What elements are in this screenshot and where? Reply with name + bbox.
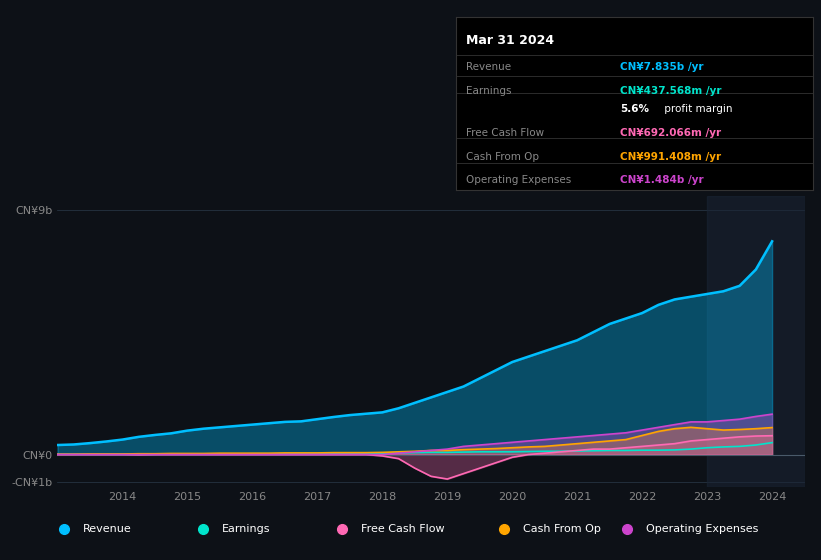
Text: Cash From Op: Cash From Op bbox=[466, 152, 539, 162]
Text: Earnings: Earnings bbox=[466, 86, 511, 96]
Text: CN¥437.568m /yr: CN¥437.568m /yr bbox=[620, 86, 722, 96]
Text: Free Cash Flow: Free Cash Flow bbox=[361, 524, 444, 534]
Text: Revenue: Revenue bbox=[83, 524, 131, 534]
Text: CN¥991.408m /yr: CN¥991.408m /yr bbox=[620, 152, 721, 162]
Text: 5.6%: 5.6% bbox=[620, 104, 649, 114]
Text: Operating Expenses: Operating Expenses bbox=[646, 524, 759, 534]
Text: Earnings: Earnings bbox=[222, 524, 270, 534]
Text: CN¥1.484b /yr: CN¥1.484b /yr bbox=[620, 175, 704, 185]
Text: Mar 31 2024: Mar 31 2024 bbox=[466, 34, 554, 47]
Text: CN¥692.066m /yr: CN¥692.066m /yr bbox=[620, 128, 721, 138]
Text: Operating Expenses: Operating Expenses bbox=[466, 175, 571, 185]
Bar bbox=[707, 196, 805, 487]
Text: Free Cash Flow: Free Cash Flow bbox=[466, 128, 544, 138]
Text: Cash From Op: Cash From Op bbox=[523, 524, 601, 534]
Text: Revenue: Revenue bbox=[466, 62, 511, 72]
Text: CN¥7.835b /yr: CN¥7.835b /yr bbox=[620, 62, 704, 72]
Text: profit margin: profit margin bbox=[661, 104, 732, 114]
